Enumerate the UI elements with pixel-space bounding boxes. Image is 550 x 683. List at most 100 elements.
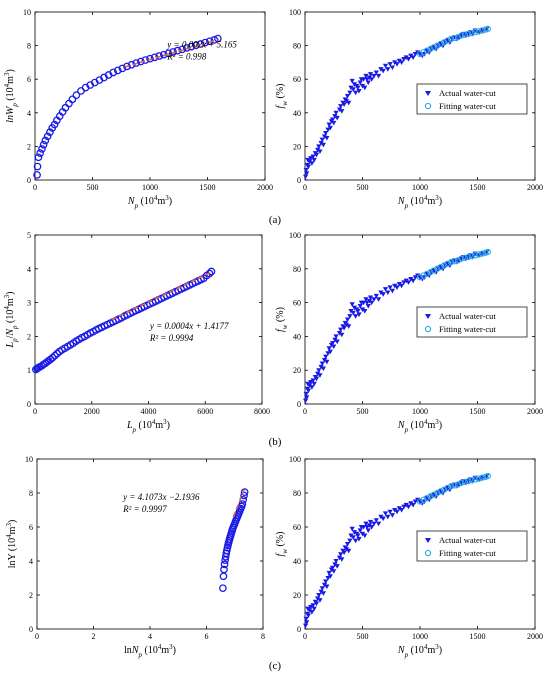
actual-water-cut-point xyxy=(410,55,416,60)
actual-water-cut-point xyxy=(361,300,367,306)
data-point xyxy=(220,565,228,574)
actual-water-cut-point xyxy=(339,557,345,562)
x-axis-label: Np (104m3) xyxy=(397,194,442,210)
actual-water-cut-point xyxy=(387,285,393,290)
actual-water-cut-point xyxy=(403,278,409,284)
actual-water-cut-point xyxy=(349,302,355,307)
fitting-water-cut-point xyxy=(451,482,458,489)
x-tick-label: 1500 xyxy=(470,632,486,641)
actual-water-cut-point xyxy=(356,88,362,94)
actual-water-cut-point xyxy=(305,388,312,394)
fitting-water-cut-point xyxy=(454,257,462,264)
actual-water-cut-point xyxy=(326,346,332,351)
fitting-water-cut-point xyxy=(420,49,427,56)
data-point xyxy=(219,572,228,581)
x-axis-label: Np (104m3) xyxy=(127,194,172,210)
actual-water-cut-point xyxy=(309,161,315,166)
actual-water-cut-point xyxy=(318,141,324,146)
fitting-water-cut-point xyxy=(416,50,424,58)
y-tick-label: 80 xyxy=(293,489,301,498)
fitting-water-cut-point xyxy=(484,248,491,256)
y-tick-label: 6 xyxy=(29,523,33,532)
actual-water-cut-point xyxy=(376,73,382,79)
actual-water-cut-point xyxy=(378,514,384,520)
actual-water-cut-point xyxy=(344,317,351,323)
chart-panel-2: 0 2000 4000 6000 8000 0 1 2 3 4 5 Lp (104m3) Lp/Np (… xyxy=(3,231,270,434)
fitting-water-cut-point xyxy=(437,263,444,271)
actual-water-cut-point xyxy=(338,327,344,333)
y-tick-label: 80 xyxy=(293,265,301,274)
fitting-water-cut-point xyxy=(423,494,431,502)
actual-water-cut-point xyxy=(349,526,355,532)
fitting-water-cut-point xyxy=(434,489,441,497)
y-tick-label: 100 xyxy=(289,455,301,464)
data-point xyxy=(178,45,187,54)
actual-water-cut-point xyxy=(366,298,372,304)
x-axis-label: Np (104m3) xyxy=(397,643,442,659)
actual-water-cut-point xyxy=(346,100,352,106)
y-tick-label: 2 xyxy=(27,332,31,341)
actual-water-cut-point xyxy=(351,305,358,311)
legend-fitting-marker xyxy=(424,549,432,557)
actual-water-cut-point xyxy=(333,110,339,116)
actual-water-cut-point xyxy=(362,533,368,539)
actual-water-cut-point xyxy=(405,504,412,510)
data-point xyxy=(38,145,46,153)
fitting-water-cut-point xyxy=(427,493,434,500)
actual-water-cut-point xyxy=(359,531,366,537)
actual-water-cut-point xyxy=(341,102,347,107)
actual-water-cut-point xyxy=(326,122,332,128)
actual-water-cut-point xyxy=(373,293,379,299)
actual-water-cut-point xyxy=(380,292,386,297)
actual-water-cut-point xyxy=(399,283,405,289)
y-tick-label: 40 xyxy=(293,109,301,118)
fitting-water-cut-point xyxy=(484,472,491,480)
x-tick-label: 8 xyxy=(261,632,265,641)
legend-box xyxy=(416,530,528,562)
fitting-water-cut-point xyxy=(451,34,458,42)
actual-water-cut-point xyxy=(305,613,312,618)
actual-water-cut-point xyxy=(320,366,326,372)
actual-water-cut-point xyxy=(396,282,402,287)
actual-water-cut-point xyxy=(307,159,313,165)
fitting-water-cut-point xyxy=(437,40,444,48)
data-point xyxy=(39,140,48,149)
x-tick-label: 1000 xyxy=(412,183,428,192)
data-point xyxy=(238,500,247,508)
x-tick-label: 1000 xyxy=(412,407,428,416)
actual-water-cut-point xyxy=(317,373,323,378)
actual-water-cut-point xyxy=(339,109,345,114)
actual-water-cut-point xyxy=(303,616,309,622)
y-axis-label: fw (%) xyxy=(275,532,289,557)
x-tick-label: 1500 xyxy=(470,183,486,192)
actual-water-cut-point xyxy=(344,94,351,99)
actual-water-cut-point xyxy=(350,310,356,316)
x-tick-label: 500 xyxy=(87,183,99,192)
y-tick-label: 0 xyxy=(27,400,31,409)
fit-line xyxy=(232,487,246,518)
actual-water-cut-point xyxy=(310,603,316,608)
actual-water-cut-point xyxy=(378,290,384,296)
actual-water-cut-point xyxy=(355,309,361,314)
y-axis-label: lnWp (104m3) xyxy=(3,69,19,123)
fitting-water-cut-point xyxy=(458,255,465,262)
x-tick-label: 1500 xyxy=(200,183,216,192)
fitting-water-cut-point xyxy=(472,252,479,259)
actual-water-cut-point xyxy=(338,104,344,109)
actual-water-cut-point xyxy=(313,376,320,382)
chart-panel-3: 0 500 1000 1500 2000 0 20 40 60 80 100 Np (104m3) fw… xyxy=(275,231,543,434)
actual-water-cut-point xyxy=(364,300,370,306)
fitting-water-cut-point xyxy=(475,251,482,258)
actual-water-cut-point xyxy=(319,361,325,367)
actual-water-cut-point xyxy=(405,280,412,285)
data-point xyxy=(201,38,210,47)
actual-water-cut-point xyxy=(336,555,343,561)
data-point xyxy=(50,120,59,129)
fit-line xyxy=(111,271,212,321)
y-tick-label: 10 xyxy=(25,455,33,464)
actual-water-cut-point xyxy=(412,275,418,280)
actual-water-cut-point xyxy=(339,332,345,338)
actual-water-cut-point xyxy=(353,538,359,544)
fitting-water-cut-point xyxy=(461,254,468,261)
chart-panel-0: 0 500 1000 1500 2000 0 2 4 6 8 10 Np (104m3) lnWp (1… xyxy=(3,8,273,210)
